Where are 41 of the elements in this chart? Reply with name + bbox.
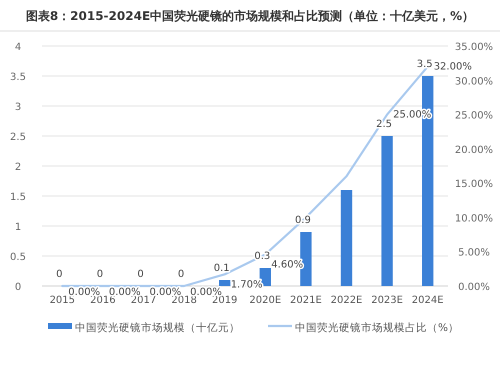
y-tick-label: 1.5 xyxy=(10,192,26,203)
y-tick-label: 2.5 xyxy=(10,132,26,143)
data-label: 0 xyxy=(137,269,144,280)
y-tick-label: 4 xyxy=(14,42,22,53)
data-label: 1.70% xyxy=(230,279,262,290)
y2-tick-label: 35.00% xyxy=(454,42,494,53)
bar xyxy=(381,136,393,286)
y2-tick-label: 15.00% xyxy=(454,179,494,190)
y2-tick-label: 0.00% xyxy=(458,282,490,293)
x-tick-label: 2021E xyxy=(290,295,322,306)
y-tick-label: 3.5 xyxy=(10,72,26,83)
data-label: 0 xyxy=(56,269,62,280)
y-tick-label: 3 xyxy=(14,102,22,113)
y-tick-label: 0.5 xyxy=(10,252,26,263)
x-tick-label: 2020E xyxy=(249,295,282,306)
x-tick-label: 2015 xyxy=(50,295,76,306)
x-tick-label: 2019 xyxy=(212,295,238,306)
y2-tick-label: 25.00% xyxy=(454,110,494,122)
data-label: 0.9 xyxy=(294,215,311,226)
data-label: 0 xyxy=(96,269,104,280)
x-tick-label: 2023E xyxy=(371,295,403,306)
y2-tick-label: 30.00% xyxy=(454,76,494,88)
data-label: 0.1 xyxy=(214,263,230,274)
y2-tick-label: 5.00% xyxy=(458,248,490,259)
y2-tick-label: 10.00% xyxy=(454,213,494,224)
y-tick-label: 0 xyxy=(14,282,22,293)
data-label: 32.00% xyxy=(434,62,472,73)
data-label: 3.5 xyxy=(416,59,433,70)
y-tick-label: 1 xyxy=(14,222,22,233)
data-label: 0.3 xyxy=(254,251,270,262)
bar xyxy=(340,190,352,286)
data-label: 0 xyxy=(178,269,184,280)
y-tick-label: 2 xyxy=(14,162,22,173)
legend-label: 中国荧光硬镜市场规模占比（%） xyxy=(295,321,459,334)
data-label: 2.5 xyxy=(376,119,392,130)
x-tick-label: 2022E xyxy=(330,295,362,306)
y2-tick-label: 20.00% xyxy=(454,144,494,156)
x-tick-label: 2024E xyxy=(412,295,444,306)
bar xyxy=(219,280,230,286)
chart-title: 图表8：2015-2024E中国荧光硬镜的市场规模和占比预测（单位：十亿美元，%） xyxy=(26,9,474,23)
legend-label: 中国荧光硬镜市场规模（十亿元） xyxy=(75,321,240,334)
